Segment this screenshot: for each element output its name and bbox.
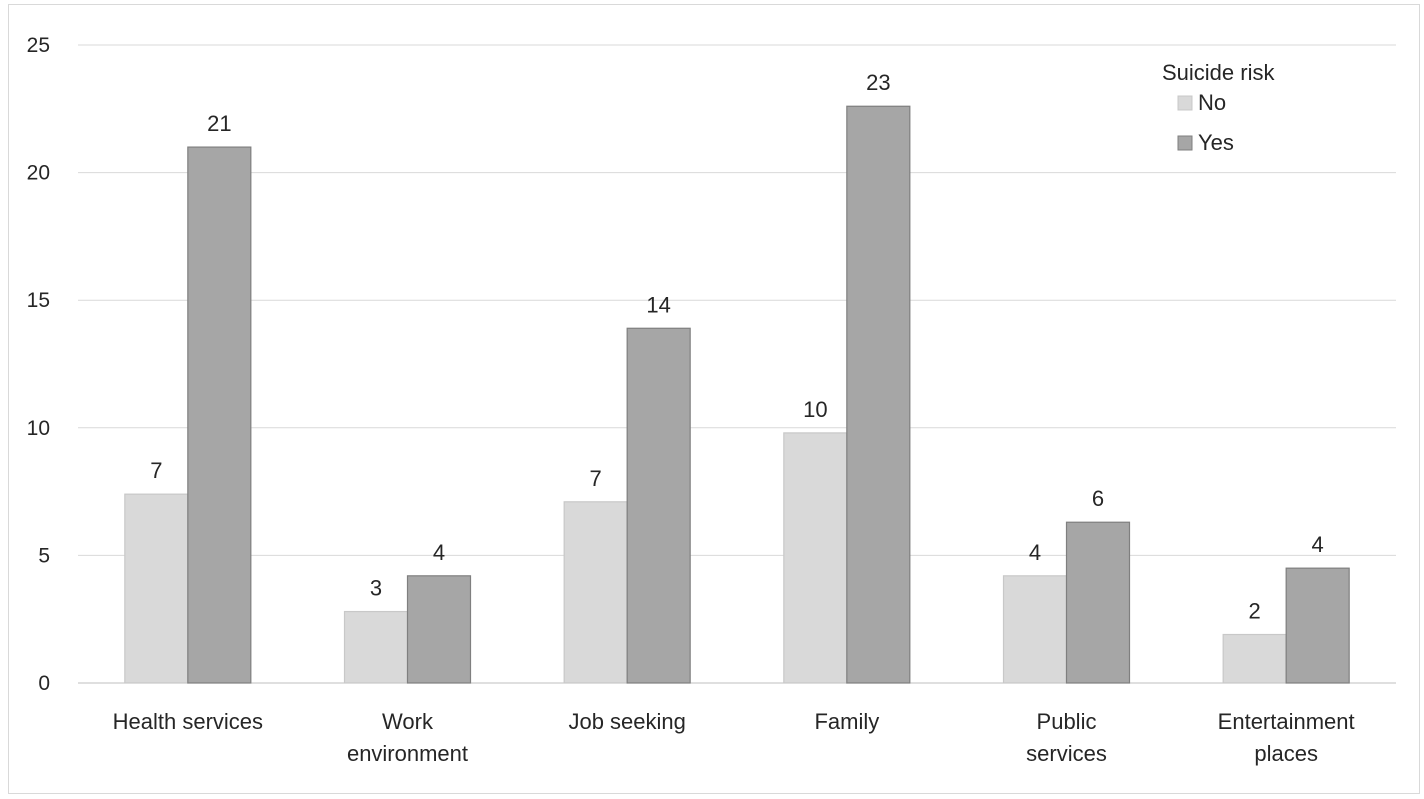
x-category-label: services — [1026, 741, 1107, 766]
bar-yes — [1285, 567, 1350, 684]
x-category-label: Health services — [113, 709, 263, 734]
bar-no — [1002, 575, 1068, 684]
data-labels: 7 21 3 4 7 14 10 23 4 6 2 4 — [150, 70, 1324, 623]
x-category-label: Family — [814, 709, 879, 734]
y-tick-label: 25 — [27, 34, 50, 57]
x-axis-labels: Health services Work environment Job seekin… — [113, 709, 1355, 766]
data-label: 23 — [866, 70, 890, 95]
data-label: 4 — [433, 540, 445, 565]
bar-yes — [187, 146, 252, 684]
data-label: 7 — [150, 458, 162, 483]
bar-no — [124, 493, 189, 684]
bars — [124, 105, 1350, 684]
y-tick-label: 5 — [38, 544, 50, 567]
x-category-label: Entertainment — [1218, 709, 1355, 734]
legend-label-no: No — [1198, 90, 1226, 115]
bar-no — [343, 610, 409, 684]
gridlines — [78, 44, 1396, 684]
data-label: 21 — [207, 111, 231, 136]
legend-swatch-yes — [1177, 135, 1193, 151]
data-label: 2 — [1249, 599, 1261, 624]
legend-label-yes: Yes — [1198, 130, 1234, 155]
bar-yes — [1065, 521, 1131, 684]
legend-swatch-no — [1177, 95, 1193, 111]
x-category-label: environment — [347, 741, 468, 766]
data-label: 4 — [1029, 540, 1041, 565]
data-label: 7 — [590, 466, 602, 491]
data-label: 6 — [1092, 486, 1104, 511]
bar-no — [783, 432, 848, 684]
y-axis-ticks: 0 5 10 15 20 25 — [27, 34, 50, 695]
bar-yes — [846, 105, 911, 684]
y-tick-label: 10 — [27, 417, 50, 440]
data-label: 4 — [1312, 532, 1324, 557]
x-category-label: Public — [1037, 709, 1097, 734]
x-category-label: Work — [382, 709, 434, 734]
legend: Suicide risk No Yes — [1162, 60, 1275, 155]
x-category-label: places — [1254, 741, 1318, 766]
y-tick-label: 0 — [38, 672, 50, 695]
data-label: 3 — [370, 576, 382, 601]
data-label: 10 — [803, 397, 827, 422]
legend-title: Suicide risk — [1162, 60, 1275, 85]
x-category-label: Job seeking — [568, 709, 685, 734]
y-tick-label: 20 — [27, 162, 50, 185]
chart-frame — [8, 4, 1420, 794]
y-tick-label: 15 — [27, 289, 50, 312]
bar-yes — [626, 327, 691, 684]
bar-yes — [406, 575, 472, 684]
bar-no — [563, 501, 628, 684]
bar-no — [1222, 633, 1287, 684]
data-label: 14 — [646, 292, 670, 317]
